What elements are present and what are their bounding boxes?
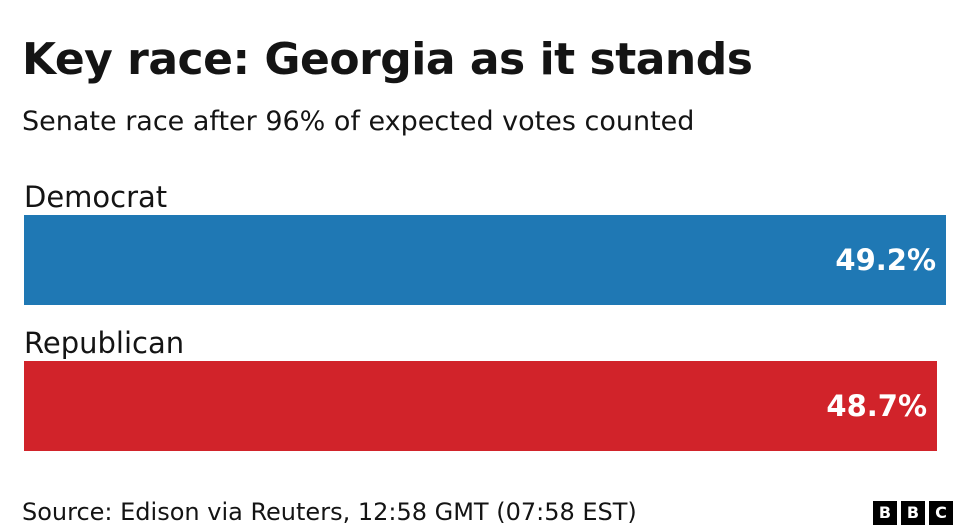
logo-letter: B bbox=[901, 501, 925, 525]
chart-subtitle: Senate race after 96% of expected votes … bbox=[22, 106, 695, 137]
bar-value-label-republican: 48.7% bbox=[826, 389, 927, 423]
bar-republican bbox=[24, 361, 937, 451]
bbc-logo: B B C bbox=[873, 501, 953, 525]
logo-letter: C bbox=[929, 501, 953, 525]
chart-title: Key race: Georgia as it stands bbox=[22, 34, 753, 85]
bar-value-label-democrat: 49.2% bbox=[835, 243, 936, 277]
logo-letter: B bbox=[873, 501, 897, 525]
category-label-republican: Republican bbox=[24, 326, 185, 360]
category-label-democrat: Democrat bbox=[24, 180, 168, 214]
bar-democrat bbox=[24, 215, 946, 305]
source-note: Source: Edison via Reuters, 12:58 GMT (0… bbox=[22, 498, 637, 526]
